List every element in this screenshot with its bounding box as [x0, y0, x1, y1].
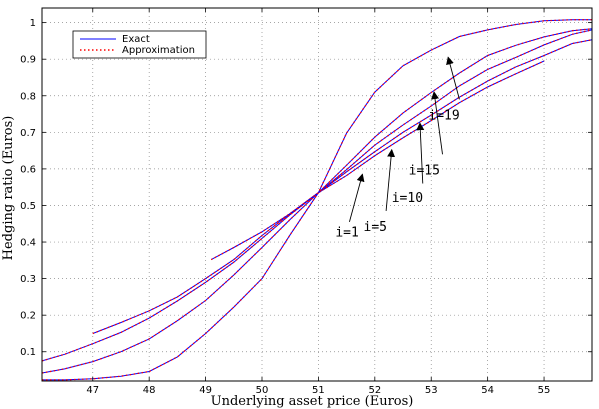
annotation-arrow-i-10: [416, 122, 425, 184]
annotation-label-i-15: i=15: [409, 163, 440, 178]
y-tick-label: 0.2: [20, 311, 36, 322]
legend-approximation-label: Approximation: [122, 45, 195, 56]
x-axis-title: Underlying asset price (Euros): [211, 394, 414, 409]
annotations: i=1 i=5 i=10 i=15 i=19: [335, 56, 460, 241]
annotation-label-i-5: i=5: [364, 220, 387, 235]
y-tick-label: 0.7: [20, 128, 36, 139]
legend-exact-label: Exact: [122, 34, 150, 45]
y-tick-label: 0.3: [20, 274, 36, 285]
series-approx-i-19: [42, 19, 592, 381]
y-tick-label: 0.5: [20, 201, 36, 212]
y-tick-label: 1: [30, 18, 36, 29]
plot-frame: [41, 7, 593, 382]
x-tick-label: 47: [86, 385, 99, 396]
annotation-label-i-19: i=19: [428, 109, 459, 124]
annotation-label-i-10: i=10: [392, 191, 423, 206]
x-tick-label: 55: [538, 385, 551, 396]
annotation-arrow-i-15: [431, 91, 443, 155]
legend-box: [72, 30, 207, 59]
y-tick-label: 0.8: [20, 91, 36, 102]
series-approx-i-10: [41, 29, 593, 362]
annotation-arrow-i-5: [385, 148, 396, 211]
y-tick-label: 0.1: [20, 347, 36, 358]
annotation-arrow-i-19: [446, 56, 460, 100]
y-tick-label: 0.4: [20, 238, 36, 249]
x-tick-label: 51: [312, 385, 325, 396]
series-exact-i-1: [210, 60, 545, 261]
x-tick-label: 54: [481, 385, 494, 396]
y-axis-title: Hedging ratio (Euros): [1, 116, 16, 261]
x-tick-label: 53: [425, 385, 438, 396]
annotation-arrow-i-1: [349, 173, 365, 223]
y-tick-label: 0.6: [20, 164, 36, 175]
series-approx-i-5: [92, 39, 593, 335]
annotation-label-i-1: i=1: [335, 226, 358, 241]
x-tick-label: 52: [368, 385, 381, 396]
legend: Exact Approximation: [72, 30, 207, 59]
x-tick-label: 49: [199, 385, 212, 396]
ticks: 47 48 49 50 51 52 53 54 55 0.1 0.2 0.3 0.4 0.5 0.6 0.7 0…: [20, 8, 592, 396]
y-tick-label: 0.9: [20, 55, 36, 66]
x-tick-label: 48: [143, 385, 156, 396]
curves: [41, 19, 593, 381]
x-tick-label: 50: [256, 385, 269, 396]
